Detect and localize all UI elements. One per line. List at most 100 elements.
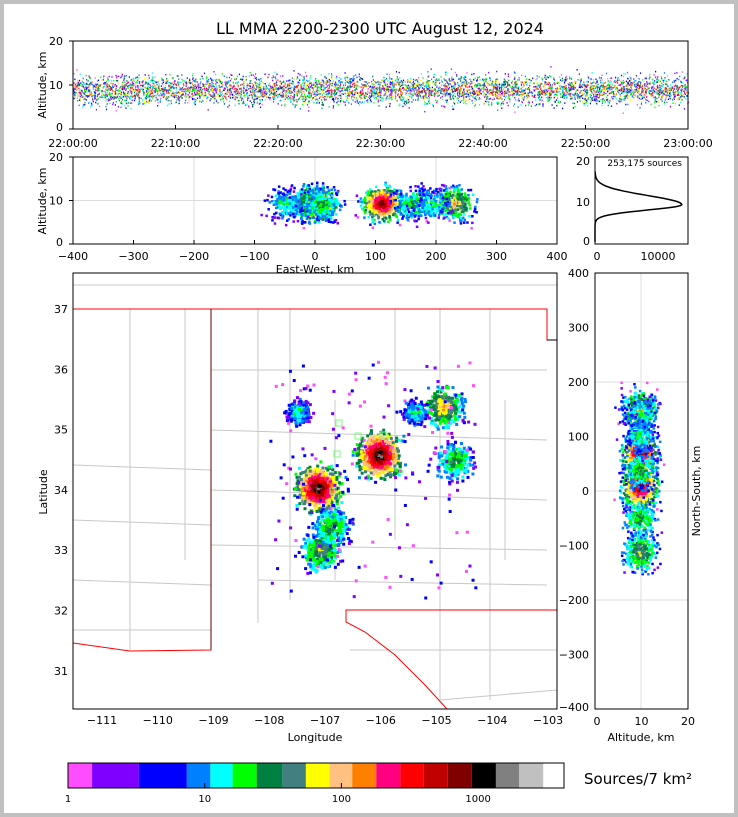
data-point xyxy=(673,97,675,99)
data-point xyxy=(282,95,284,97)
data-point xyxy=(154,76,156,78)
data-point xyxy=(284,94,287,96)
data-point xyxy=(283,94,285,97)
data-point xyxy=(235,90,237,92)
data-point xyxy=(532,82,534,84)
data-point xyxy=(234,88,237,91)
data-point xyxy=(486,88,488,91)
data-point xyxy=(204,89,206,92)
data-point xyxy=(526,93,528,96)
data-point xyxy=(320,96,322,98)
data-point xyxy=(305,87,308,89)
data-point xyxy=(314,95,316,98)
data-point xyxy=(540,93,542,96)
data-point xyxy=(217,102,219,104)
data-point xyxy=(184,88,186,90)
data-point xyxy=(640,96,642,98)
data-point xyxy=(386,83,388,86)
data-point xyxy=(130,91,132,93)
data-point xyxy=(585,95,587,97)
data-point xyxy=(445,89,447,92)
data-point xyxy=(195,80,197,83)
data-point xyxy=(623,81,625,83)
data-point xyxy=(333,85,335,87)
data-point xyxy=(182,91,184,93)
data-point xyxy=(574,80,576,83)
data-point xyxy=(620,98,622,101)
data-point xyxy=(407,92,409,95)
data-point xyxy=(330,85,332,87)
data-point xyxy=(311,84,313,87)
data-point xyxy=(413,83,415,86)
data-point xyxy=(411,94,413,97)
data-point xyxy=(622,79,624,82)
data-point xyxy=(81,85,83,87)
data-point xyxy=(396,77,398,80)
data-point xyxy=(145,82,147,84)
data-point xyxy=(208,78,210,81)
data-point xyxy=(86,91,88,93)
data-point xyxy=(115,109,117,112)
data-point xyxy=(642,83,644,86)
data-point xyxy=(335,83,337,85)
data-point xyxy=(380,92,382,94)
data-point xyxy=(643,95,645,97)
data-point xyxy=(589,89,591,92)
data-point xyxy=(591,90,593,92)
data-point xyxy=(521,101,523,104)
data-point xyxy=(430,91,432,93)
data-point xyxy=(196,86,198,89)
data-point xyxy=(585,92,588,94)
data-point xyxy=(249,87,251,90)
data-point xyxy=(584,82,586,84)
data-point xyxy=(417,89,419,91)
data-point xyxy=(424,103,426,106)
data-point xyxy=(146,91,148,93)
data-point xyxy=(221,82,223,85)
data-point xyxy=(332,83,334,85)
data-point xyxy=(365,95,367,98)
data-point xyxy=(476,92,478,94)
data-point xyxy=(432,89,434,91)
data-point xyxy=(562,107,564,110)
data-point xyxy=(286,94,288,96)
data-point xyxy=(316,83,318,85)
data-point xyxy=(276,73,278,76)
data-point xyxy=(166,97,169,100)
data-point xyxy=(340,87,342,90)
data-point xyxy=(406,90,408,93)
data-point xyxy=(382,88,384,90)
data-point xyxy=(329,96,331,99)
data-point xyxy=(416,89,418,91)
data-point xyxy=(255,88,257,90)
data-point xyxy=(507,78,509,81)
data-point xyxy=(264,93,267,96)
data-point xyxy=(683,96,686,98)
data-point xyxy=(540,83,542,85)
data-point xyxy=(599,87,601,89)
data-point xyxy=(467,94,470,96)
data-point xyxy=(411,101,413,103)
data-point xyxy=(182,93,184,95)
data-point xyxy=(206,83,208,85)
data-point xyxy=(543,85,545,88)
data-point xyxy=(235,82,237,84)
data-point xyxy=(112,86,114,88)
data-point xyxy=(515,99,517,101)
data-point xyxy=(339,81,341,84)
data-point xyxy=(335,92,338,94)
data-point xyxy=(391,90,393,92)
data-point xyxy=(599,78,601,81)
data-point xyxy=(583,102,585,105)
data-point xyxy=(358,75,360,78)
data-point xyxy=(569,87,571,89)
data-point xyxy=(384,94,386,96)
data-point xyxy=(499,94,501,96)
data-point xyxy=(652,85,654,88)
data-point xyxy=(489,92,492,94)
data-point xyxy=(106,77,109,79)
data-point xyxy=(468,98,470,101)
data-point xyxy=(652,94,654,97)
data-point xyxy=(207,90,209,92)
data-point xyxy=(591,99,594,101)
